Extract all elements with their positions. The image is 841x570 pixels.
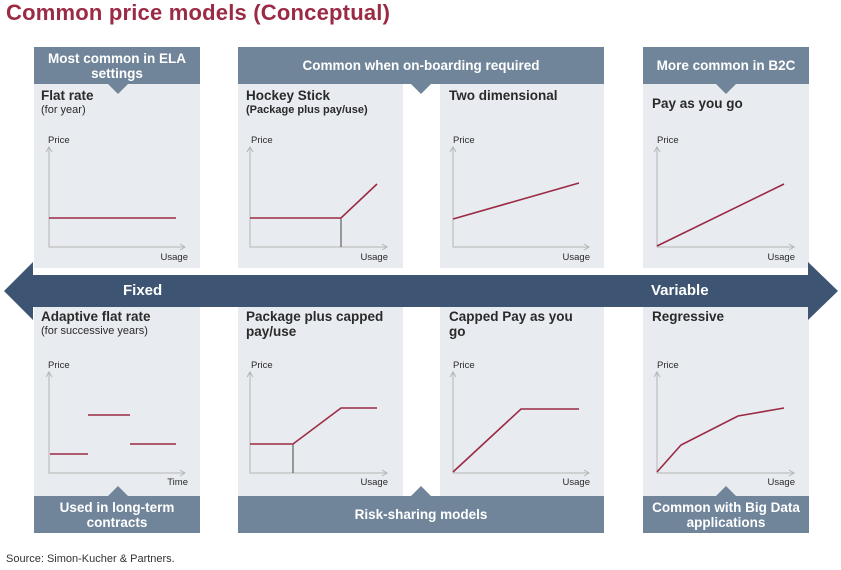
axes <box>249 373 386 474</box>
axes <box>656 148 793 248</box>
price-line <box>452 408 579 473</box>
axes <box>452 373 588 474</box>
arrow-label-fixed: Fixed <box>123 282 163 299</box>
axis-label-price: Price <box>48 360 70 371</box>
axis-arrow-y <box>653 371 661 378</box>
panel-hockey-stick <box>238 84 403 268</box>
axis-arrow-y <box>449 146 457 153</box>
axes <box>48 373 184 474</box>
axis-arrow-y <box>45 371 53 378</box>
axis-label-usage: Usage <box>361 477 388 488</box>
chart-capped-payg: Price Usage <box>449 360 590 488</box>
banner-notch <box>108 486 128 496</box>
arrow-label-variable: Variable <box>651 282 709 299</box>
banner-notch <box>716 486 736 496</box>
model-title-pay-as-you-go: Pay as you go <box>652 96 743 111</box>
axis-label-price: Price <box>657 135 679 146</box>
axis-label-usage: Usage <box>161 252 188 263</box>
axis-label-price: Price <box>251 360 273 371</box>
panel-two-dimensional <box>440 84 604 268</box>
axis-label-usage: Usage <box>768 477 795 488</box>
panel-regressive <box>643 302 809 496</box>
axes <box>656 373 793 474</box>
axis-arrow-x <box>583 243 590 251</box>
panel-package-capped <box>238 302 403 496</box>
banner-b2c: More common in B2C <box>643 47 809 84</box>
axis-arrow-y <box>449 371 457 378</box>
model-title-two-dimensional: Two dimensional <box>449 88 558 103</box>
banner-notch <box>411 486 431 496</box>
model-title-flat-rate: Flat rate <box>41 88 94 103</box>
model-title-regressive: Regressive <box>652 309 725 324</box>
axis-arrow-y <box>246 371 254 378</box>
model-title-adaptive-flat-rate: Adaptive flat rate <box>41 309 151 324</box>
price-line <box>250 407 377 445</box>
price-line <box>656 407 785 473</box>
panel-adaptive-flat-rate <box>34 302 200 496</box>
fixed-variable-arrow <box>4 262 838 320</box>
banner-notch <box>716 84 736 94</box>
axis-arrow-x <box>788 243 795 251</box>
model-subtitle-hockey-stick: (Package plus pay/use) <box>246 104 368 116</box>
chart-hockey-stick: Price Usage <box>246 135 388 263</box>
price-line <box>656 183 785 247</box>
chart-pay-as-you-go: Price Usage <box>653 135 795 263</box>
banner-big-data: Common with Big Data applications <box>643 496 809 533</box>
axis-label-price: Price <box>48 135 70 146</box>
banner-notch <box>108 84 128 94</box>
model-title-package-capped: Package plus capped pay/use <box>246 309 384 339</box>
axis-label-usage: Usage <box>563 477 590 488</box>
chart-package-capped: Price Usage <box>246 360 388 488</box>
banner-notch <box>411 84 431 94</box>
panel-capped-payg <box>440 302 604 496</box>
axis-arrow-y <box>45 146 53 153</box>
axis-label-price: Price <box>453 135 475 146</box>
axes <box>249 148 386 248</box>
axis-arrow-y <box>246 146 254 153</box>
axes <box>48 148 184 248</box>
model-subtitle-flat-rate: (for year) <box>41 104 86 116</box>
chart-regressive: Price Usage <box>653 360 795 488</box>
chart-adaptive-flat-rate: Price Time <box>45 360 188 488</box>
price-line <box>250 183 378 219</box>
model-title-capped-payg: Capped Pay as you go <box>449 309 573 339</box>
page-title: Common price models (Conceptual) <box>6 0 391 25</box>
axis-arrow-x <box>788 469 795 477</box>
banner-risk-sharing: Risk-sharing models <box>238 496 604 533</box>
model-subtitle-adaptive-flat-rate: (for successive years) <box>41 325 148 337</box>
axis-arrow-x <box>179 243 186 251</box>
banner-onboarding: Common when on-boarding required <box>238 47 604 84</box>
chart-flat-rate: Price Usage <box>45 135 188 263</box>
source-note: Source: Simon-Kucher & Partners. <box>6 553 175 565</box>
banner-long-term-contracts: Used in long-term contracts <box>34 496 200 533</box>
axis-arrow-x <box>381 243 388 251</box>
axis-label-price: Price <box>251 135 273 146</box>
banner-most-common-ela: Most common in ELA settings <box>34 47 200 84</box>
axis-arrow-x <box>381 469 388 477</box>
panel-pay-as-you-go <box>643 84 809 268</box>
axis-arrow-y <box>653 146 661 153</box>
axis-label-price: Price <box>657 360 679 371</box>
price-line <box>452 182 580 220</box>
axis-label-usage: Usage <box>563 252 590 263</box>
axis-label-usage: Usage <box>361 252 388 263</box>
axis-label-price: Price <box>453 360 475 371</box>
chart-two-dimensional: Price Usage <box>449 135 590 263</box>
model-title-hockey-stick: Hockey Stick <box>246 88 331 103</box>
panel-flat-rate <box>34 84 200 268</box>
axis-arrow-x <box>583 469 590 477</box>
axes <box>452 148 588 248</box>
axis-label-time: Time <box>167 477 188 488</box>
axis-label-usage: Usage <box>768 252 795 263</box>
axis-arrow-x <box>179 469 186 477</box>
